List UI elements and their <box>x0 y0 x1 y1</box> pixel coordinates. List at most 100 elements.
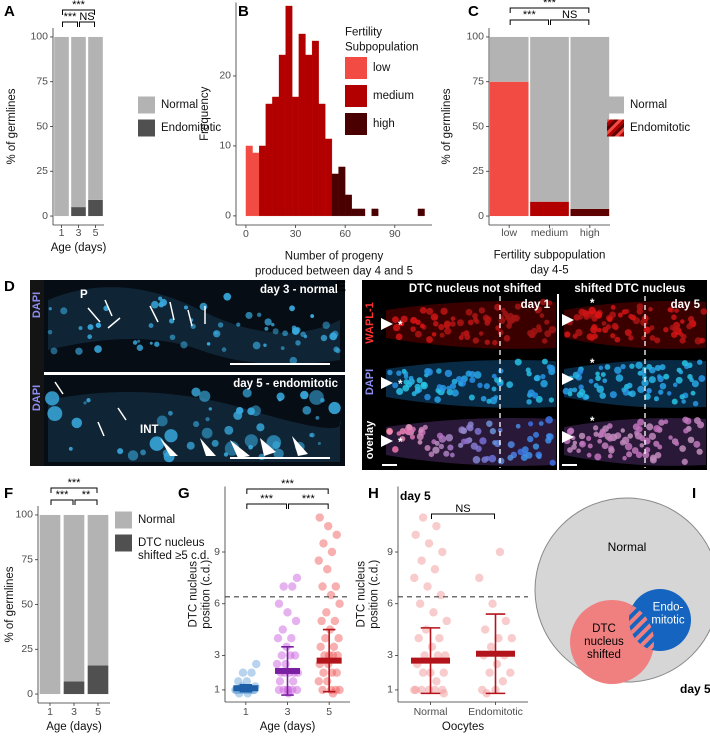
nucleus <box>572 440 578 446</box>
venn-overlap <box>629 600 654 651</box>
nucleus <box>387 369 393 376</box>
y-tick-label: 0 <box>27 688 33 700</box>
data-point <box>435 634 444 643</box>
nucleus <box>614 336 621 343</box>
nucleus <box>602 378 608 384</box>
column-title: DTC nucleus not shifted <box>409 283 541 295</box>
nucleus <box>672 325 680 333</box>
nucleus <box>620 363 626 370</box>
legend-swatch <box>607 119 624 137</box>
nucleus <box>588 314 594 319</box>
significance-bracket <box>509 19 549 25</box>
nucleus <box>537 327 543 333</box>
nucleus <box>533 431 540 438</box>
asterisk: * <box>398 379 403 391</box>
nucleus <box>659 364 666 371</box>
nucleus <box>576 391 584 398</box>
data-point <box>279 582 288 591</box>
histogram-bar <box>285 5 293 217</box>
nucleus <box>47 406 63 422</box>
nuclei <box>45 292 341 463</box>
nucleus <box>672 382 678 388</box>
bar-segment <box>530 36 569 202</box>
nucleus <box>329 332 338 341</box>
nucleus <box>690 390 696 396</box>
nucleus <box>683 428 689 434</box>
nucleus <box>693 440 701 448</box>
nucleus <box>640 318 648 326</box>
nucleus <box>634 430 640 436</box>
x-tick-label: 90 <box>389 228 401 240</box>
data-point <box>252 659 261 669</box>
nucleus <box>617 312 623 318</box>
data-point <box>321 634 330 643</box>
nucleus <box>295 340 301 346</box>
nucleus <box>648 307 653 312</box>
nucleus <box>521 446 529 454</box>
nucleus <box>472 312 478 319</box>
nucleus <box>636 308 644 315</box>
nucleus <box>151 300 159 309</box>
nucleus <box>467 421 474 428</box>
y-tick-label: 3 <box>387 649 393 661</box>
nucleus <box>484 339 491 345</box>
y-axis-label: % of germlines <box>6 88 18 164</box>
nucleus <box>415 319 421 325</box>
data-point <box>288 582 297 591</box>
nucleus <box>624 442 633 451</box>
legend-swatch <box>345 85 367 107</box>
x-tick-label: 30 <box>290 228 302 240</box>
panel-label: C <box>468 3 479 20</box>
nucleus <box>536 453 542 460</box>
data-point <box>436 590 446 600</box>
significance-label: *** <box>56 489 70 501</box>
nucleus <box>470 442 478 450</box>
data-point <box>332 668 341 677</box>
nucleus <box>87 334 93 340</box>
nucleus <box>300 390 309 400</box>
nucleus <box>697 421 705 429</box>
legend-label: high <box>373 118 395 130</box>
nucleus <box>280 346 285 350</box>
nucleus <box>596 385 604 393</box>
nucleus <box>468 394 475 401</box>
nucleus <box>158 296 163 301</box>
nucleus <box>213 330 221 338</box>
nucleus <box>687 315 695 323</box>
nucleus <box>604 364 611 370</box>
data-point <box>319 668 328 677</box>
nucleus <box>392 382 399 389</box>
nucleus <box>646 388 652 393</box>
nucleus <box>486 420 493 427</box>
panel-label: H <box>368 485 379 502</box>
row-label: DAPI <box>364 369 376 395</box>
nucleus <box>607 453 613 459</box>
mean-bar <box>275 667 300 674</box>
nucleus <box>256 423 265 432</box>
asterisk: * <box>590 416 595 428</box>
venn-note: day 5 <box>680 682 710 696</box>
nucleus <box>117 448 124 455</box>
significance-label: *** <box>72 0 86 11</box>
nucleus <box>223 292 232 301</box>
nucleus <box>594 453 602 461</box>
panel-label: B <box>238 3 249 20</box>
column-title: shifted DTC nucleus <box>574 283 685 295</box>
nucleus <box>478 331 484 336</box>
data-point <box>480 625 490 634</box>
data-point <box>281 659 290 669</box>
data-point <box>329 642 339 652</box>
histogram-bar <box>311 40 319 217</box>
nucleus <box>289 356 298 365</box>
nucleus <box>392 323 401 332</box>
nucleus <box>464 333 471 341</box>
nucleus <box>679 445 686 452</box>
nucleus <box>409 434 416 440</box>
nucleus <box>400 315 408 323</box>
nucleus <box>506 323 512 329</box>
nucleus <box>548 397 555 403</box>
data-point <box>418 668 428 677</box>
nucleus <box>626 451 633 458</box>
data-point <box>319 539 328 548</box>
data-point <box>420 651 429 660</box>
